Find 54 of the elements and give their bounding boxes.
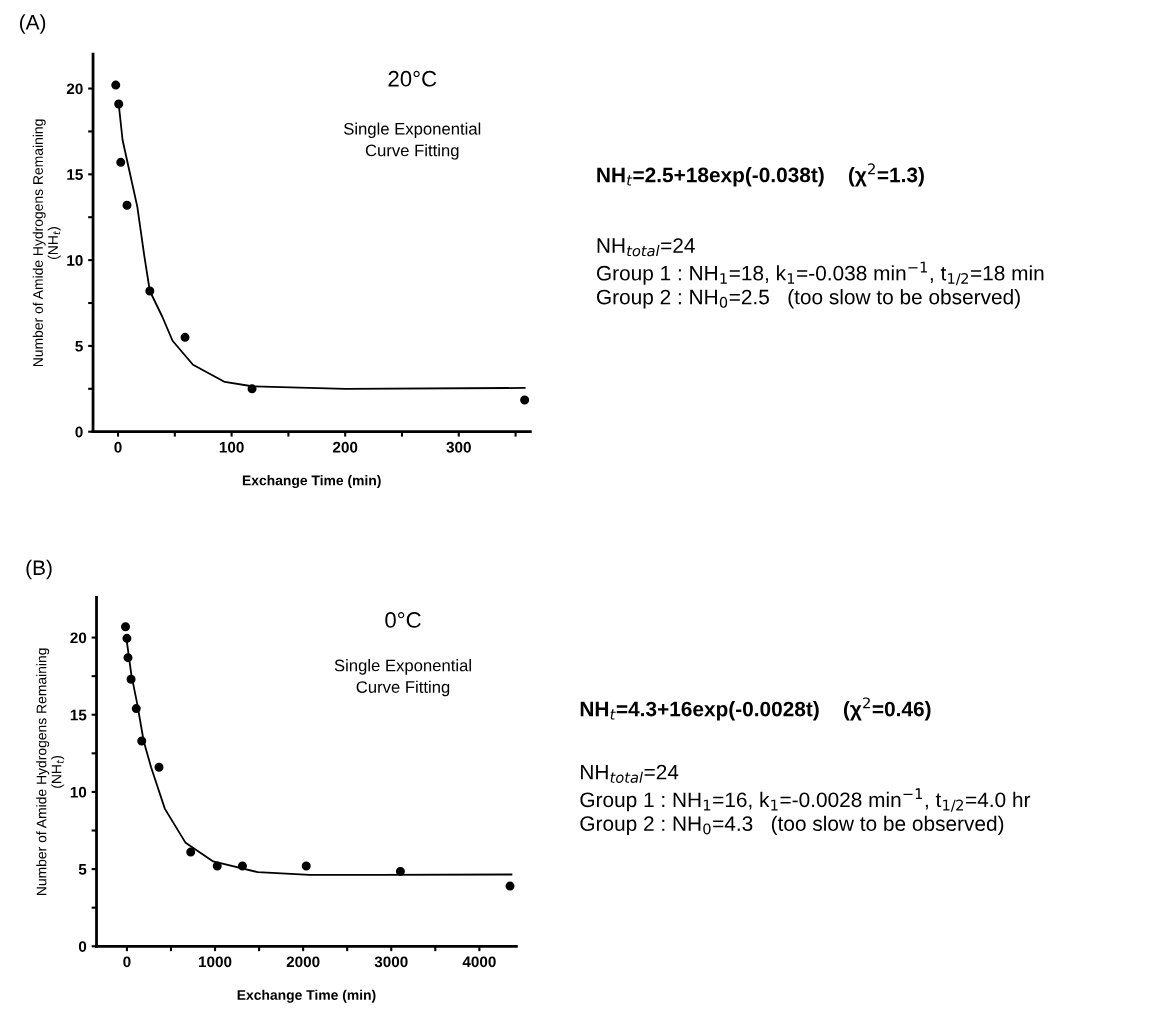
x-axis-title: Exchange Time (min) xyxy=(242,475,381,489)
text: (B) xyxy=(26,559,52,580)
point xyxy=(395,866,405,876)
point xyxy=(186,847,196,857)
point xyxy=(212,861,222,871)
point xyxy=(145,286,155,296)
y-tick-label: 10 xyxy=(70,786,87,798)
x-tick-label: 100 xyxy=(219,441,244,453)
y-tick-label: 0 xyxy=(78,941,87,952)
text: 20°C xyxy=(388,70,437,87)
point xyxy=(247,384,257,394)
x-tick-label: 0 xyxy=(114,441,122,453)
y-tick-label: 20 xyxy=(70,632,87,644)
point xyxy=(137,736,147,746)
x-tick-label: 4000 xyxy=(462,956,496,968)
point xyxy=(122,200,132,210)
text: NH$_{total}$=24 Group 1 : NH$_{1}$=16, k$_{1}$=-0.0028 min$^{−1}$, t$_{1/2}$=4.0 hr Group 2 : NH$_{0}$=4.3 (too slow to be observed) xyxy=(580,764,1031,836)
point xyxy=(301,861,311,871)
y-tick-label: 15 xyxy=(70,709,87,721)
text: NH$_{t}$=2.5+18exp(-0.038t) (χ$^{2}$=1.3) xyxy=(597,163,924,187)
point xyxy=(237,861,247,871)
y-tick-label: 10 xyxy=(67,254,83,266)
y-tick-label: 5 xyxy=(78,864,87,875)
x-tick-label: 200 xyxy=(332,441,358,453)
x-tick-label: 0 xyxy=(123,956,131,968)
x-tick-label: 300 xyxy=(446,441,471,453)
point xyxy=(520,395,530,405)
text: (A) xyxy=(19,14,46,34)
text: NH$_{total}$=24 Group 1 : NH$_{1}$=18, k$_{1}$=-0.038 min$^{−1}$, t$_{1/2}$=18 min Group 2 : NH$_{0}$=2.5 (too slow to be observed) xyxy=(596,238,1044,309)
point xyxy=(154,762,164,772)
x-axis-title: Exchange Time (min) xyxy=(237,989,376,1003)
x-tick-label: 2000 xyxy=(286,956,320,968)
x-tick-label: 3000 xyxy=(374,956,408,968)
point xyxy=(123,653,133,663)
point xyxy=(122,633,132,643)
y-tick-label: 5 xyxy=(75,340,83,352)
y-tick-label: 15 xyxy=(67,169,83,181)
text: 0°C xyxy=(385,612,421,628)
annotation: Single Exponential Curve Fitting xyxy=(343,122,481,160)
point xyxy=(111,80,121,90)
y-axis-title: Number of Amide Hydrogens Remaining (NH$_{t}$) xyxy=(36,648,65,895)
annotation: Single Exponential Curve Fitting xyxy=(334,659,471,697)
point xyxy=(180,332,190,342)
point xyxy=(126,674,136,684)
text: NH$_{t}$=4.3+16exp(-0.0028t) (χ$^{2}$=0.46) xyxy=(580,697,931,721)
point xyxy=(114,99,124,109)
point xyxy=(121,622,131,632)
point xyxy=(131,704,141,714)
point xyxy=(116,157,126,167)
y-axis-title: Number of Amide Hydrogens Remaining (NH$_{t}$) xyxy=(32,119,61,367)
y-tick-label: 0 xyxy=(75,426,83,438)
y-tick-label: 20 xyxy=(66,83,83,95)
x-tick-label: 1000 xyxy=(199,956,232,968)
point xyxy=(505,881,515,891)
